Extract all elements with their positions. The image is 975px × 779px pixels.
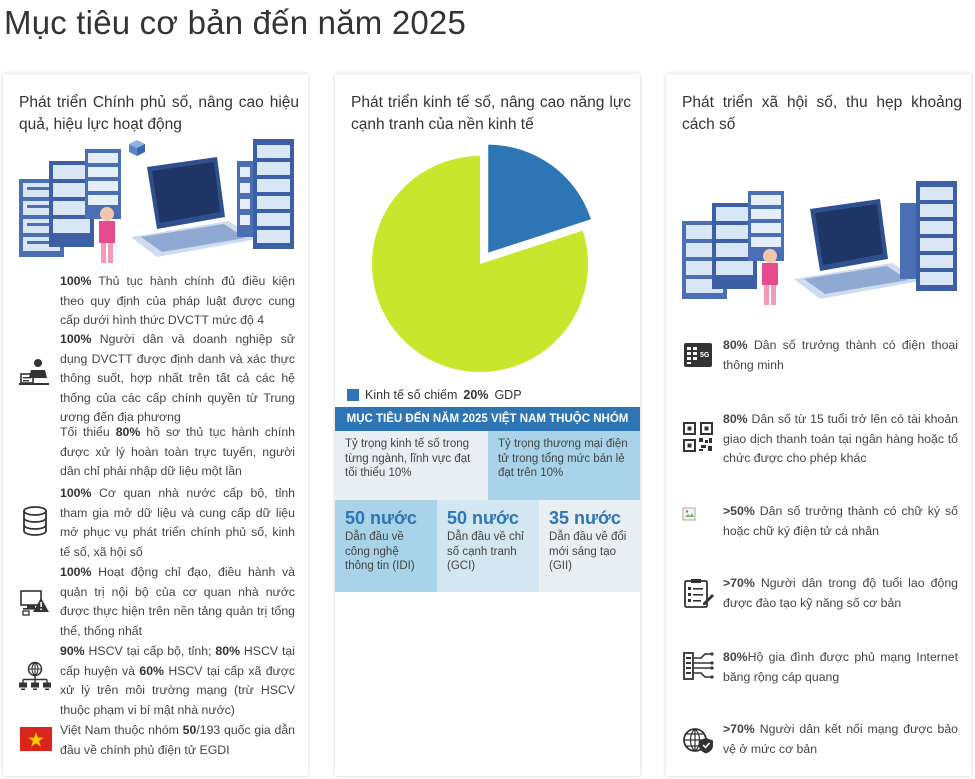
server-laptop-illustration [682, 181, 957, 305]
fiber-optic-icon [683, 652, 714, 680]
card-title: Phát triển xã hội số, thu hẹp khoảng các… [682, 94, 962, 133]
person-computer-icon [19, 359, 49, 385]
list-item: 100% Thủ tục hành chính đủ điều kiện the… [60, 274, 295, 327]
server-laptop-illustration [19, 139, 294, 263]
pie-legend: Kinh tế số chiếm 20% GDP [347, 388, 522, 402]
checklist-icon [684, 579, 714, 608]
database-icon [23, 506, 47, 536]
globe-shield-icon [683, 728, 713, 754]
page-title: Mục tiêu cơ bản đến năm 2025 [4, 4, 467, 41]
svg-text:5G: 5G [700, 352, 710, 359]
pie-chart [372, 144, 591, 372]
card-title: Phát triển kinh tế số, nâng cao năng lực… [351, 94, 631, 133]
list-item: >70% Người dân trong độ tuổi lao động đư… [723, 576, 958, 610]
share-right-cell: Tỷ trọng thương mại điện tử trong tổng m… [488, 431, 640, 500]
list-item: Tối thiểu 80% hồ sơ thủ tục hành chính đ… [60, 425, 295, 478]
pie-slice-digital-economy [488, 144, 591, 253]
list-item: 80% Dân số từ 15 tuổi trở lên có tài kho… [723, 412, 958, 465]
list-item: 80%Hộ gia đình được phủ mạng Internet bă… [723, 650, 958, 684]
targets-banner: MỤC TIÊU ĐẾN NĂM 2025 VIỆT NAM THUỘC NHÓ… [335, 407, 640, 431]
card-digital-economy: Phát triển kinh tế số, nâng cao năng lực… [335, 74, 640, 776]
smartphone-5g-icon: 5G [684, 343, 712, 367]
legend-swatch [347, 389, 359, 401]
card-title: Phát triển Chính phủ số, nâng cao hiệu q… [19, 94, 299, 133]
network-globe-icon [19, 661, 51, 690]
rank-cell-gci: 50 nước Dẫn đầu về chỉ số cạnh tranh (GC… [437, 500, 539, 592]
warning-computer-icon [20, 590, 49, 616]
qr-code-icon [683, 422, 713, 452]
list-item: 100% Hoạt động chỉ đạo, điều hành và quả… [60, 565, 295, 638]
list-item: >70% Người dân kết nối mạng được bảo vệ … [723, 722, 958, 756]
vietnam-flag-icon [20, 727, 52, 751]
share-left-cell: Tỷ trọng kinh tế số trong từng ngành, lĩ… [335, 431, 488, 500]
rank-cell-gii: 35 nước Dẫn đầu về đổi mới sáng tạo (GII… [539, 500, 640, 592]
list-item: 90% HSCV tại cấp bộ, tỉnh; 80% HSCV tại … [60, 644, 295, 717]
list-item: Việt Nam thuộc nhóm 50/193 quốc gia dẫn … [60, 723, 295, 757]
list-item: >50% Dân số trưởng thành có chữ ký số ho… [723, 504, 958, 538]
card-digital-society: Phát triển xã hội số, thu hẹp khoảng các… [666, 74, 971, 776]
list-item: 100% Cơ quan nhà nước cấp bộ, tỉnh tham … [60, 486, 295, 559]
list-item: 100% Người dân và doanh nghiệp sử dụng D… [60, 332, 295, 424]
list-item: 80% Dân số trưởng thành có điện thoại th… [723, 338, 958, 372]
broken-image-icon [682, 507, 696, 521]
rank-cell-idi: 50 nước Dẫn đầu về công nghệ thông tin (… [335, 500, 437, 592]
pie-slice-rest [372, 156, 588, 372]
card-digital-government: Phát triển Chính phủ số, nâng cao hiệu q… [3, 74, 308, 776]
